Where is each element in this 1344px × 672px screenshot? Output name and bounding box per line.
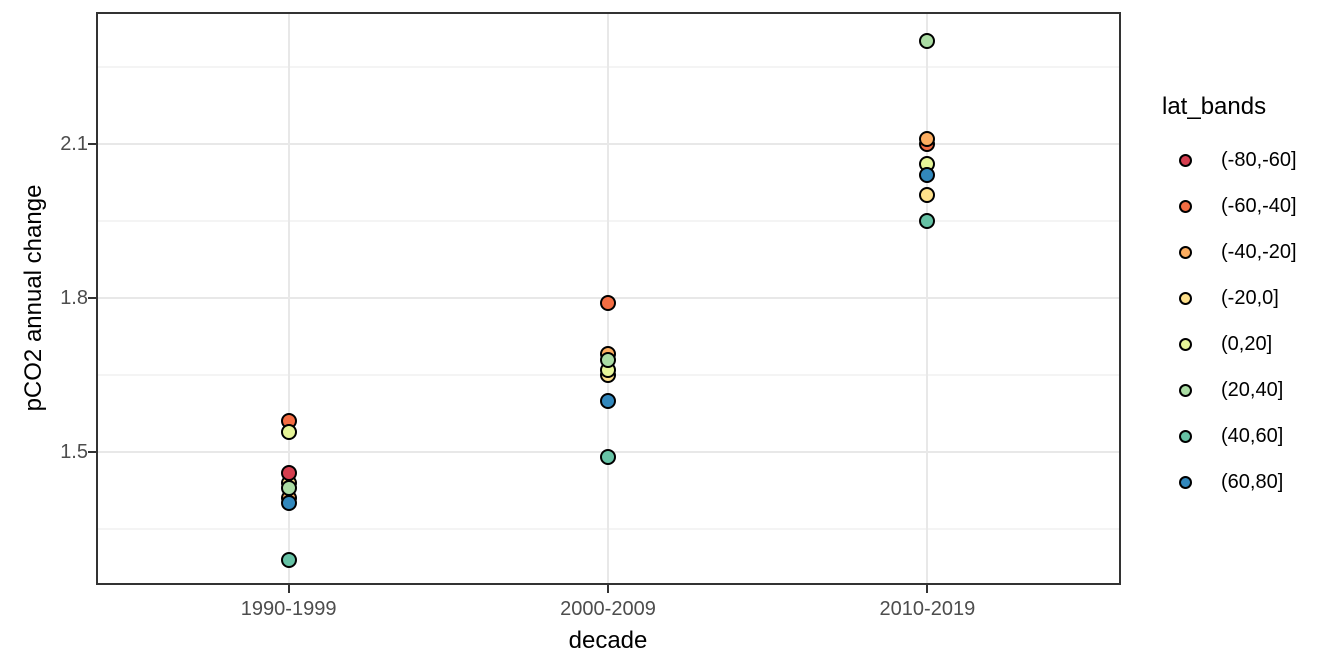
- data-point: [600, 449, 616, 466]
- y-tick-label: 1.5: [60, 441, 88, 464]
- legend-item-label: (60,80]: [1221, 470, 1284, 493]
- legend-item: (-40,-20]: [1162, 229, 1297, 275]
- legend-key-circle-icon: [1179, 245, 1192, 259]
- y-tick-label: 2.1: [60, 132, 88, 155]
- legend-key-circle-icon: [1179, 199, 1192, 213]
- legend-item-label: (-80,-60]: [1221, 148, 1297, 171]
- data-point: [280, 551, 297, 568]
- data-point: [919, 130, 936, 147]
- data-point: [280, 480, 297, 496]
- y-tick-mark: [88, 297, 96, 299]
- x-tick-label: 1990-1999: [240, 598, 337, 620]
- legend-item-label: (0,20]: [1221, 332, 1273, 355]
- legend-items: (-80,-60] (-60,-40] (-40,-20] (-20,0] (0,20]…: [1162, 137, 1297, 505]
- legend-item: (-20,0]: [1162, 275, 1297, 321]
- plot-panel-border: [96, 12, 1121, 585]
- legend-item: (-80,-60]: [1162, 137, 1297, 183]
- legend-key-circle-icon: [1179, 475, 1192, 489]
- data-point: [600, 392, 616, 409]
- data-point: [280, 464, 297, 481]
- x-tick-label: 2010-2019: [879, 598, 976, 620]
- x-tick-mark: [287, 585, 290, 593]
- x-tick-label: 2000-2009: [560, 598, 656, 620]
- legend-key-circle-icon: [1179, 291, 1192, 305]
- legend-item: (0,20]: [1162, 321, 1297, 367]
- data-point: [600, 295, 616, 312]
- legend-title: lat_bands: [1162, 93, 1267, 120]
- data-point: [280, 495, 297, 512]
- legend-item: (20,40]: [1162, 367, 1297, 413]
- legend-item-label: (-60,-40]: [1221, 194, 1297, 217]
- x-axis-title: decade: [568, 627, 648, 654]
- y-tick-mark: [88, 142, 96, 145]
- legend-item-label: (40,60]: [1221, 424, 1284, 447]
- data-point: [600, 351, 616, 368]
- data-point: [919, 212, 936, 229]
- data-point: [919, 166, 936, 183]
- legend-key-circle-icon: [1179, 337, 1192, 351]
- legend-item-label: (20,40]: [1221, 378, 1284, 401]
- legend-item-label: (-20,0]: [1221, 286, 1279, 309]
- legend-item-label: (-40,-20]: [1221, 240, 1297, 263]
- x-tick-mark: [926, 585, 929, 593]
- legend-item: (40,60]: [1162, 413, 1297, 459]
- legend: lat_bands (-80,-60] (-60,-40] (-40,-20] (-2…: [1162, 93, 1297, 505]
- legend-key-circle-icon: [1179, 429, 1192, 443]
- gridline-vertical: [926, 14, 929, 583]
- data-point: [919, 187, 936, 204]
- legend-item: (60,80]: [1162, 459, 1297, 505]
- y-tick-label: 1.8: [60, 287, 88, 309]
- legend-key-circle-icon: [1179, 383, 1192, 397]
- y-tick-mark: [88, 451, 96, 454]
- data-point: [280, 423, 297, 440]
- legend-item: (-60,-40]: [1162, 183, 1297, 229]
- x-tick-mark: [607, 585, 609, 593]
- data-point: [919, 33, 936, 50]
- legend-key-circle-icon: [1179, 153, 1192, 167]
- gridline-vertical: [287, 14, 290, 583]
